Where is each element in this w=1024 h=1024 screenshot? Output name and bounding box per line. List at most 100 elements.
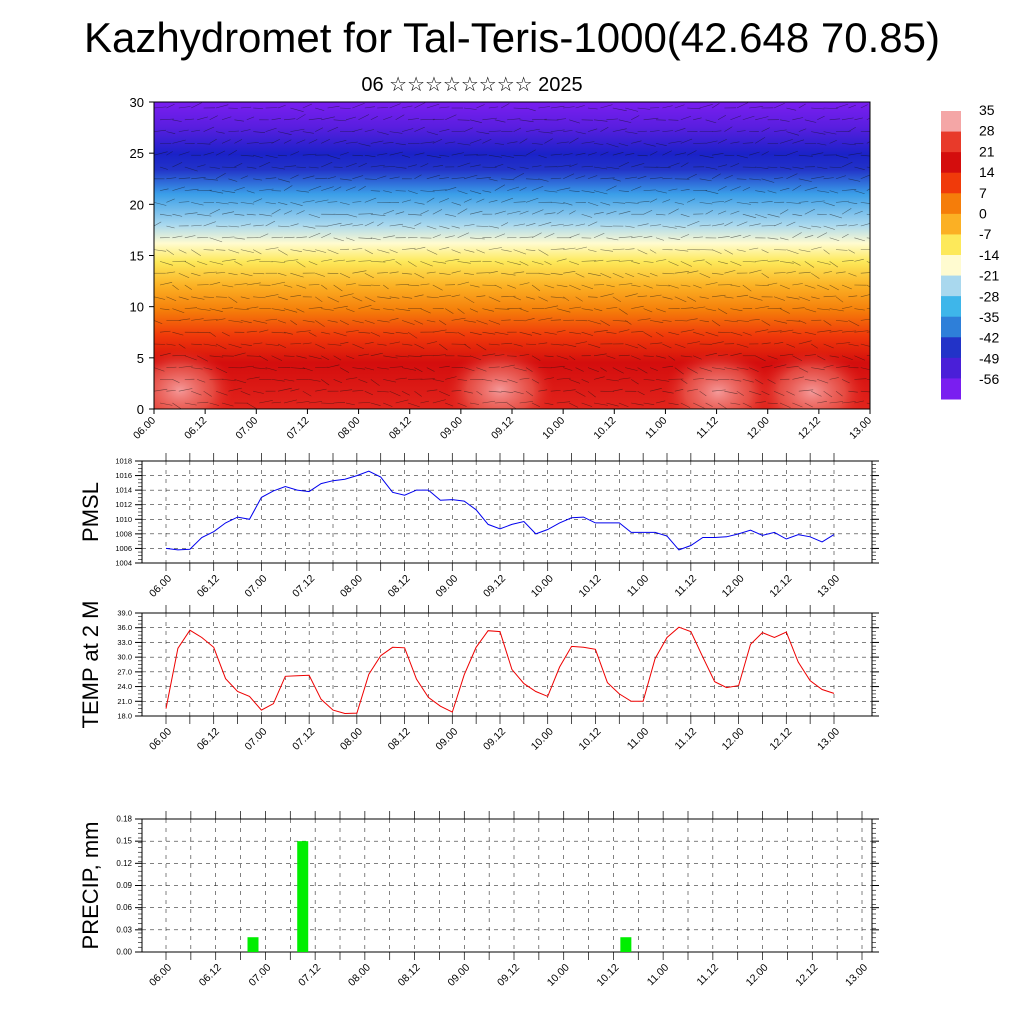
wind-barb — [209, 208, 221, 215]
wind-barb — [829, 401, 844, 404]
wind-barb — [860, 343, 870, 347]
wind-barb — [693, 259, 705, 262]
wind-barb — [717, 115, 727, 121]
wind-barb — [457, 308, 465, 314]
wind-barb — [587, 107, 598, 110]
wind-barb — [618, 143, 629, 147]
wind-barb — [637, 249, 648, 255]
wind-barb — [593, 330, 608, 333]
wind-barb — [407, 261, 417, 267]
wind-barb — [773, 390, 785, 396]
wind-barb — [531, 355, 541, 361]
wind-barb — [699, 104, 713, 109]
wind-barb — [253, 296, 266, 299]
wind-barb — [841, 355, 853, 360]
wind-barb — [426, 131, 438, 136]
wind-barb — [364, 320, 375, 324]
wind-barb — [581, 331, 594, 336]
wind-barb — [221, 402, 234, 407]
wind-barb — [426, 174, 441, 180]
wind-barb — [451, 202, 461, 206]
wind-barb — [253, 249, 262, 255]
wind-barb — [321, 116, 335, 121]
wind-barb — [327, 343, 342, 346]
wind-barb — [432, 138, 443, 144]
wind-barb — [166, 177, 177, 180]
wind-barb — [321, 402, 334, 404]
wind-barb — [166, 366, 177, 368]
wind-barb — [469, 308, 479, 313]
wind-barb — [631, 261, 640, 264]
wind-barb — [736, 390, 744, 396]
wind-barb — [606, 331, 617, 334]
wind-barb — [736, 343, 749, 348]
wind-barb — [476, 131, 490, 135]
wind-barb — [352, 248, 363, 250]
wind-barb — [308, 401, 323, 404]
wind-barb — [662, 272, 675, 275]
wind-barb — [804, 186, 818, 191]
wind-barb — [556, 355, 569, 360]
wind-barb — [401, 154, 411, 158]
wind-barb — [221, 331, 230, 337]
wind-barb — [377, 272, 389, 274]
wind-barb — [191, 367, 203, 370]
wind-barb — [321, 233, 332, 239]
wind-barb — [203, 390, 212, 397]
wind-barb — [277, 343, 287, 349]
wind-barb — [618, 329, 630, 333]
wind-barb — [848, 295, 858, 298]
wind-barb — [333, 284, 343, 292]
wind-barb — [767, 213, 780, 218]
wind-barb — [525, 296, 535, 300]
wind-barb — [451, 390, 462, 392]
wind-barb — [290, 202, 303, 206]
wind-barb — [445, 141, 456, 144]
wind-barb — [724, 221, 733, 227]
wind-barb — [494, 119, 506, 123]
wind-barb — [352, 128, 363, 132]
wind-barb — [469, 237, 485, 240]
wind-barb — [488, 366, 500, 368]
wind-barb — [848, 152, 863, 156]
wind-barb — [736, 294, 749, 298]
wind-barb — [823, 271, 833, 274]
wind-barb — [649, 224, 662, 227]
wind-barb — [439, 198, 450, 203]
wind-barb — [761, 342, 771, 345]
wind-barb — [643, 379, 655, 381]
wind-barb — [625, 225, 635, 228]
wind-barb — [755, 137, 766, 144]
wind-barb — [401, 225, 416, 229]
wind-barb — [600, 225, 613, 227]
wind-barb — [575, 367, 584, 372]
wind-barb — [544, 138, 553, 144]
wind-barb — [606, 210, 617, 215]
wind-barb — [829, 190, 839, 194]
wind-barb — [389, 151, 403, 156]
wind-barb — [488, 271, 498, 274]
wind-barb — [191, 296, 205, 300]
wind-barb — [209, 190, 224, 194]
wind-barb — [172, 213, 183, 217]
wind-barb — [184, 307, 198, 309]
wind-barb — [705, 166, 718, 170]
wind-barb — [717, 261, 728, 265]
wind-barb — [544, 331, 557, 335]
wind-barb — [383, 379, 397, 383]
wind-barb — [854, 378, 867, 380]
wind-barb — [563, 130, 573, 132]
wind-barb — [866, 402, 870, 405]
wind-barb — [835, 249, 848, 251]
wind-barb — [228, 249, 240, 254]
wind-barb — [581, 213, 593, 218]
wind-barb — [786, 320, 801, 322]
wind-barb — [401, 247, 416, 250]
wind-barb — [246, 376, 260, 380]
wind-barb — [296, 284, 307, 289]
wind-barb — [538, 317, 553, 321]
wind-barb — [699, 390, 707, 397]
wind-barb — [625, 176, 638, 180]
x-tick-label: 06.12 — [195, 573, 222, 600]
wind-barb — [761, 201, 773, 203]
